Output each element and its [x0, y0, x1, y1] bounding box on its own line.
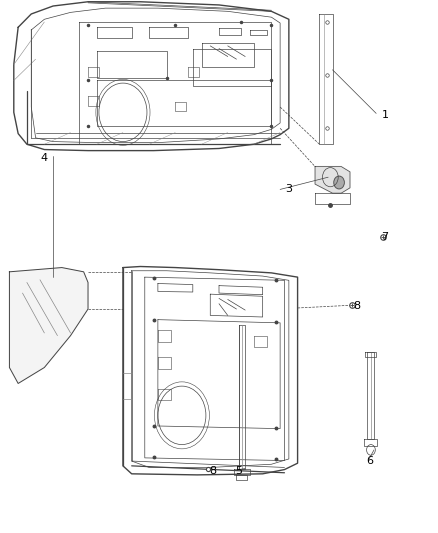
- Text: 7: 7: [381, 232, 389, 243]
- Text: 4: 4: [41, 152, 48, 163]
- Text: 8: 8: [209, 466, 216, 476]
- Circle shape: [334, 176, 344, 189]
- Text: 5: 5: [235, 466, 242, 476]
- Text: 6: 6: [366, 456, 373, 465]
- Polygon shape: [10, 268, 88, 383]
- Text: 1: 1: [381, 110, 389, 120]
- Polygon shape: [315, 166, 350, 193]
- Text: 8: 8: [353, 301, 360, 311]
- Text: 3: 3: [286, 184, 292, 195]
